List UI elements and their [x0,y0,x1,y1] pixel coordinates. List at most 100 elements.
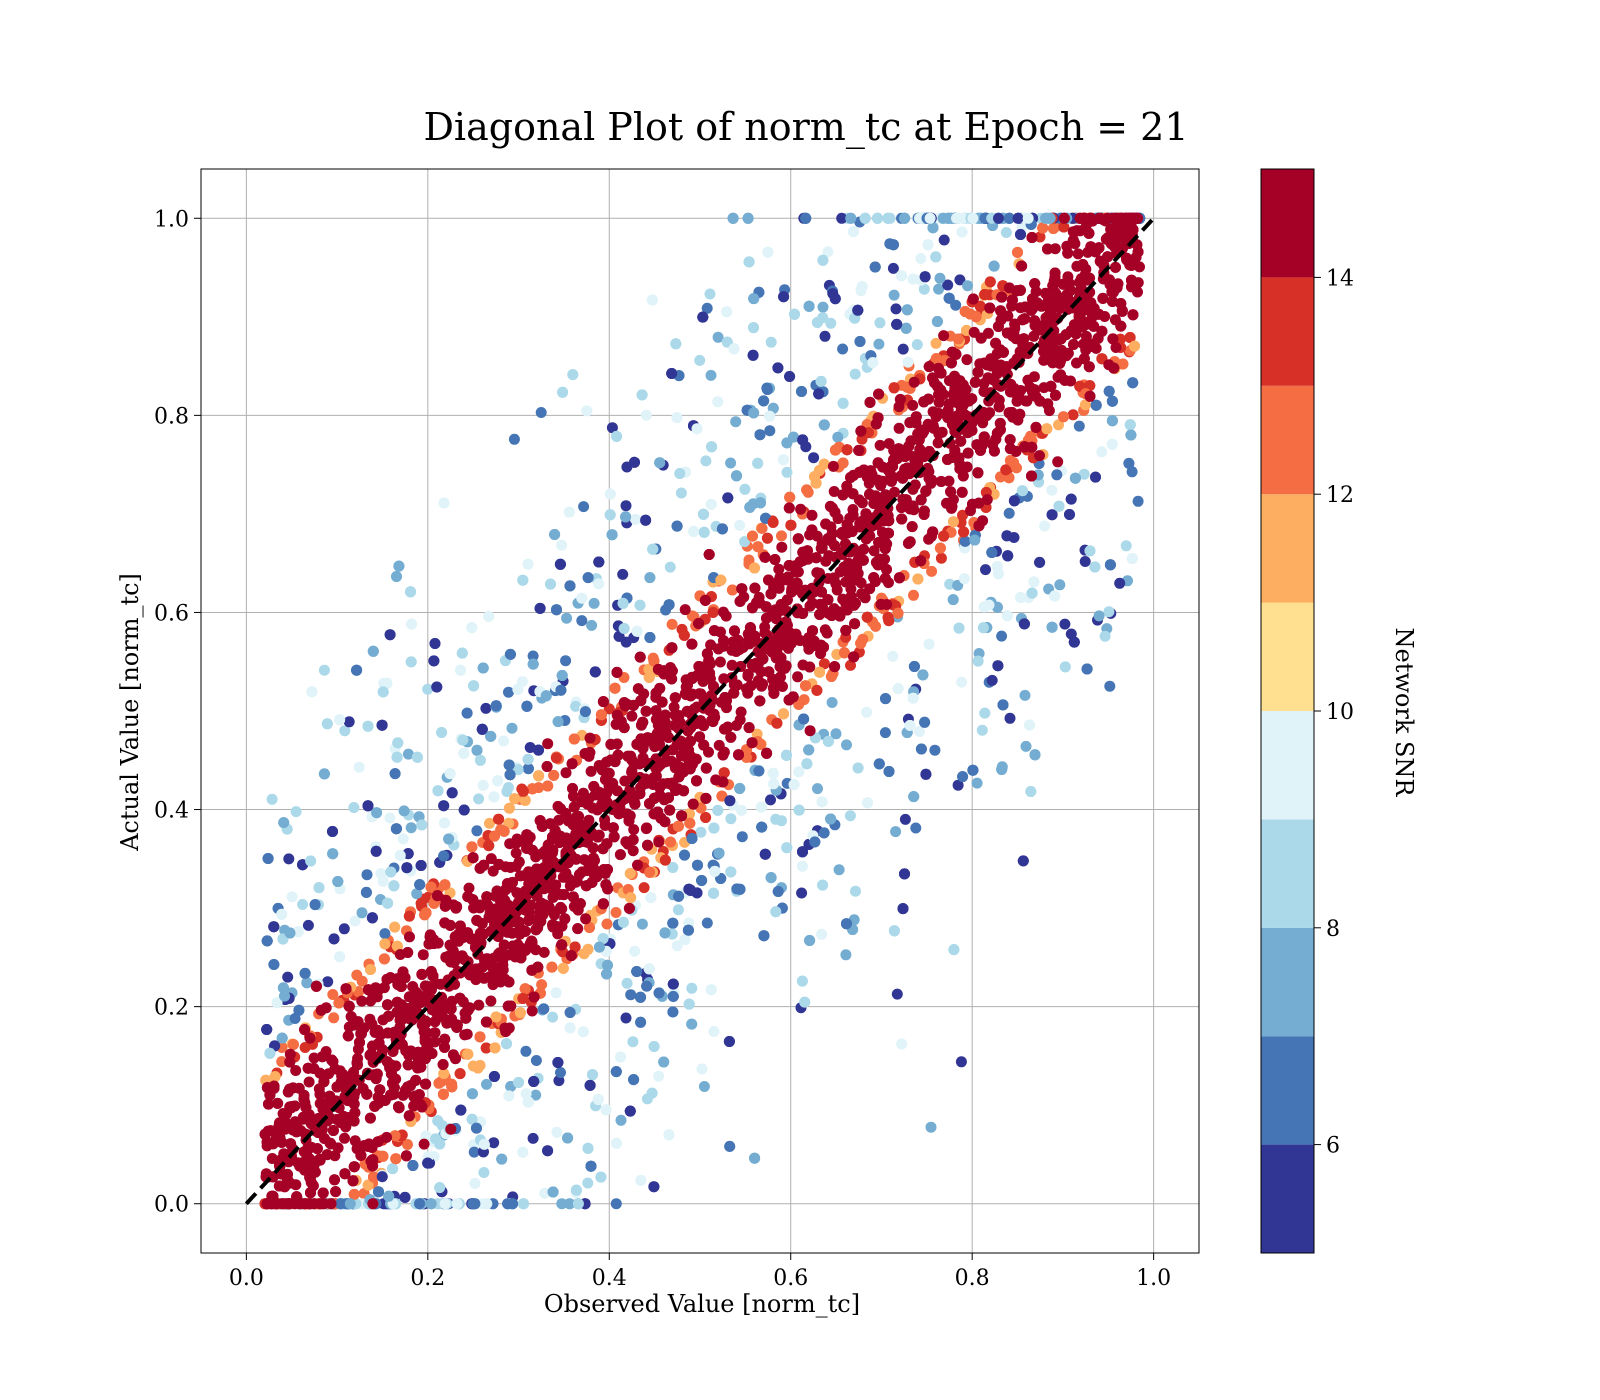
scatter-point [1017,855,1029,867]
scatter-point [313,882,325,894]
scatter-point [734,883,746,895]
scatter-point [948,944,960,956]
scatter-point [856,497,868,509]
scatter-point [979,289,991,300]
scatter-point [593,556,605,568]
scatter-point [837,397,849,409]
scatter-point [1016,485,1028,497]
scatter-point [555,684,567,696]
scatter-point [443,833,455,845]
scatter-point [844,810,856,822]
scatter-point [700,812,712,823]
scatter-point [1123,457,1135,469]
scatter-point [648,1181,660,1193]
scatter-point [1072,248,1084,260]
scatter-point [827,460,839,472]
scatter-point [632,859,643,871]
scatter-point [683,883,695,895]
scatter-point [540,690,552,702]
scatter-point [1054,579,1066,591]
scatter-point [1064,509,1075,520]
scatter-point [829,444,841,456]
scatter-point [471,825,483,837]
scatter-point [856,281,868,293]
scatter-point [641,980,653,992]
scatter-point [377,686,389,698]
scatter-point [1002,550,1014,562]
scatter-point [809,836,821,848]
scatter-point [625,892,637,904]
scatter-point [1000,227,1012,238]
scatter-point [1106,395,1118,407]
scatter-point [484,817,495,829]
scatter-point [297,899,309,910]
scatter-point [1040,212,1052,224]
scatter-point [891,988,903,1000]
scatter-point [935,552,947,564]
scatter-point [438,1068,450,1080]
scatter-point [417,949,429,961]
scatter-point [692,859,703,871]
scatter-point [580,913,592,925]
scatter-point [572,1198,584,1210]
scatter-point [277,982,289,994]
scatter-point [309,899,321,911]
scatter-point [611,1137,622,1149]
scatter-point [697,311,709,323]
scatter-point [334,1198,346,1210]
scatter-point [670,338,682,350]
scatter-point [958,573,970,585]
scatter-point [404,931,415,943]
scatter-point [922,239,934,251]
scatter-point [507,1198,518,1210]
scatter-point [278,817,290,829]
scatter-point [890,826,902,838]
scatter-point [643,963,655,975]
scatter-point [704,288,716,300]
scatter-point [980,564,991,576]
scatter-point [601,918,613,930]
scatter-point [332,876,344,887]
scatter-point [568,733,580,745]
scatter-point [478,1167,490,1178]
scatter-point [261,1024,273,1035]
scatter-point [1103,385,1115,397]
scatter-point [628,1074,640,1086]
scatter-point [930,353,942,365]
scatter-point [528,1076,540,1087]
scatter-point [405,656,417,668]
scatter-point [600,1104,612,1116]
scatter-point [731,470,742,482]
scatter-point [466,1113,478,1125]
scatter-point [517,785,529,797]
scatter-point [526,783,538,795]
scatter-point [474,754,486,766]
scatter-point [503,802,515,814]
scatter-point [498,735,510,747]
scatter-point [339,725,351,737]
scatter-point [366,912,378,924]
scatter-point [490,1011,502,1023]
scatter-point [584,732,596,744]
scatter-point [503,759,515,771]
scatter-point [971,777,983,789]
scatter-point [962,280,974,292]
scatter-point [388,880,400,892]
scatter-point [934,272,946,284]
scatter-point [1053,419,1064,431]
scatter-point [627,1036,639,1048]
scatter-point [653,1070,665,1082]
scatter-point [1028,576,1040,588]
scatter-point [658,1056,670,1068]
scatter-point [377,1150,389,1162]
scatter-point [908,589,919,601]
scatter-point [701,917,713,929]
scatter-point [803,300,815,312]
scatter-point [822,735,834,747]
scatter-point [339,1132,350,1144]
scatter-point [356,907,368,919]
scatter-point [852,304,864,316]
scatter-point [576,615,588,627]
scatter-point [721,306,733,318]
